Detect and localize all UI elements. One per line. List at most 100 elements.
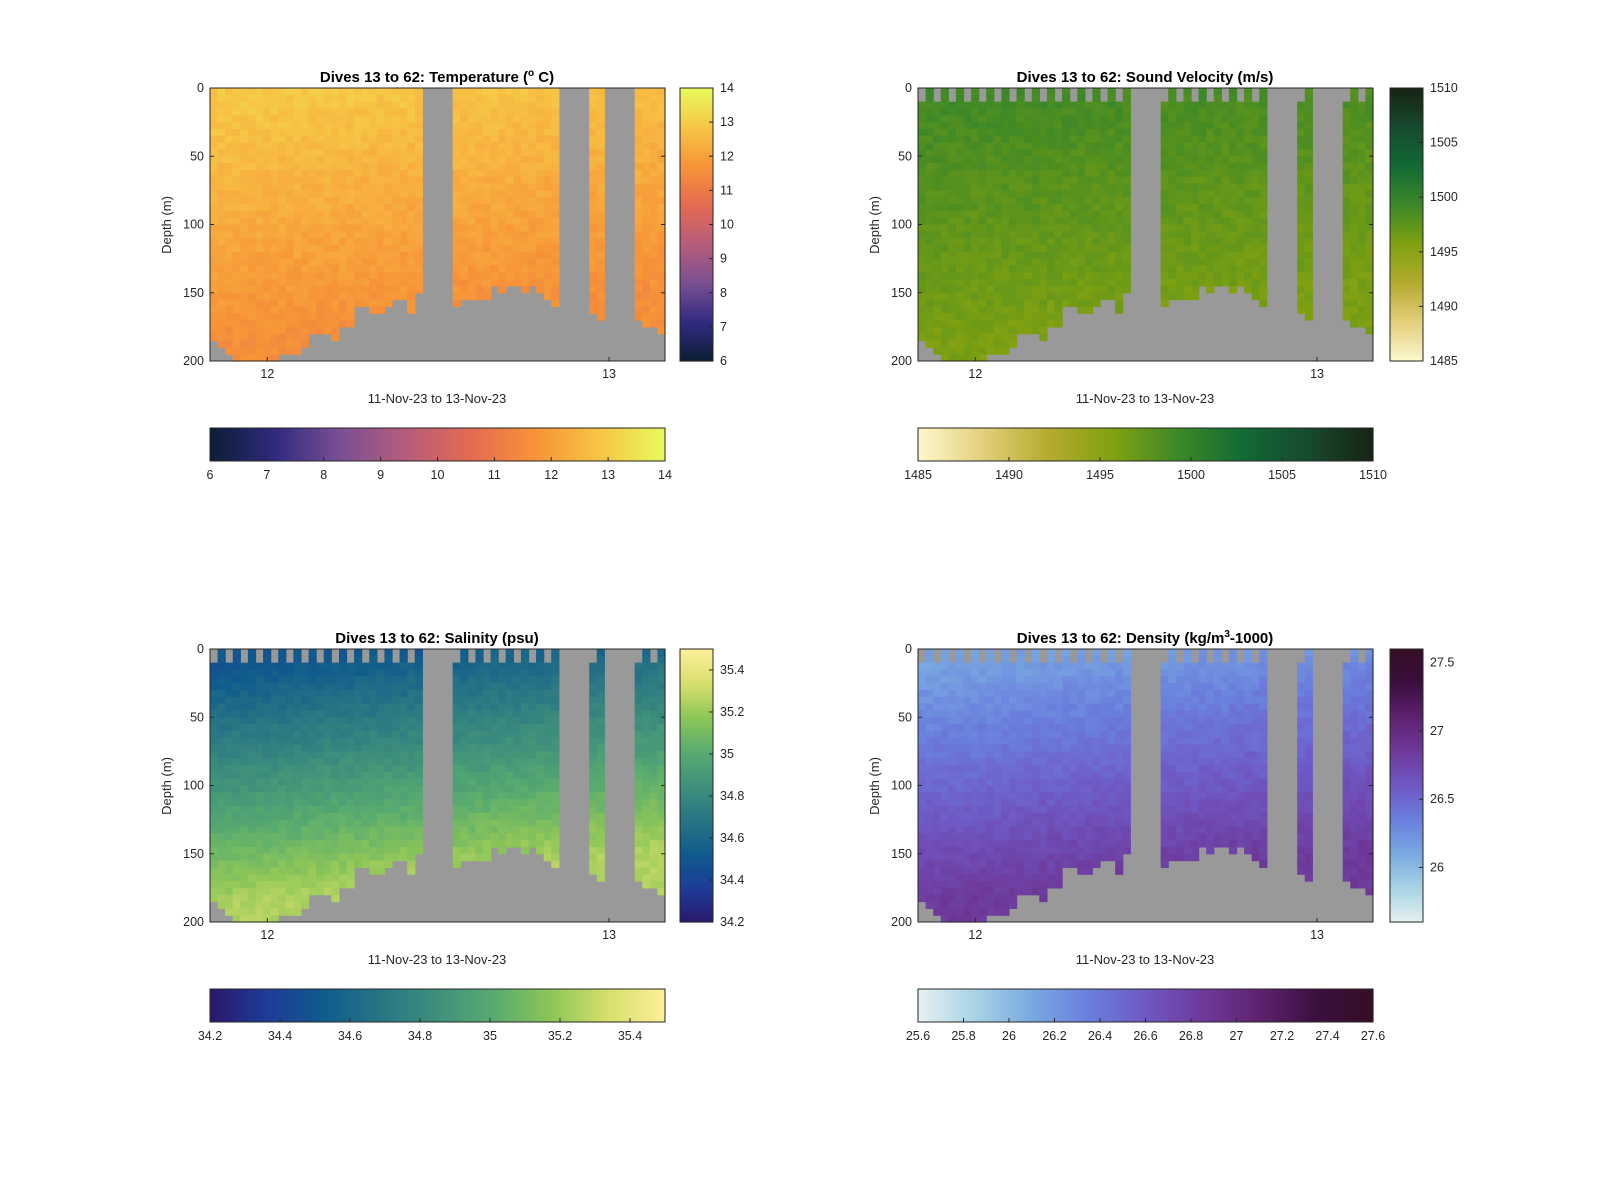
heatmap-cell	[233, 320, 241, 327]
heatmap-cell	[1039, 306, 1047, 313]
heatmap-cell	[460, 265, 468, 272]
heatmap-cell	[331, 272, 339, 279]
heatmap-cell	[971, 286, 979, 293]
heatmap-cell	[210, 847, 218, 854]
heatmap-cell	[293, 799, 301, 806]
heatmap-cell	[369, 170, 377, 177]
heatmap-cell	[301, 751, 309, 758]
heatmap-cell	[468, 826, 476, 833]
heatmap-cell	[400, 149, 408, 156]
heatmap-cell	[544, 286, 552, 293]
heatmap-cell	[964, 102, 972, 109]
heatmap-cell	[240, 231, 248, 238]
heatmap-cell	[1183, 279, 1191, 286]
heatmap-cell	[948, 129, 956, 136]
heatmap-cell	[491, 238, 499, 245]
heatmap-cell	[994, 122, 1002, 129]
heatmap-cell	[513, 102, 521, 109]
heatmap-cell	[589, 279, 597, 286]
heatmap-cell	[293, 820, 301, 827]
heatmap-cell	[491, 259, 499, 266]
heatmap-cell	[1229, 177, 1237, 184]
heatmap-cell	[1017, 177, 1025, 184]
heatmap-cell	[263, 731, 271, 738]
heatmap-cell	[933, 211, 941, 218]
heatmap-cell	[233, 854, 241, 861]
heatmap-cell	[491, 177, 499, 184]
heatmap-cell	[1100, 143, 1108, 150]
heatmap-cell	[657, 211, 665, 218]
heatmap-cell	[362, 820, 370, 827]
heatmap-cell	[948, 122, 956, 129]
heatmap-cell	[1206, 225, 1214, 232]
heatmap-cell	[453, 252, 461, 259]
heatmap-cell	[369, 259, 377, 266]
heatmap-cell	[1350, 102, 1358, 109]
heatmap-cell	[331, 663, 339, 670]
heatmap-cell	[491, 697, 499, 704]
colorbar-swatch	[657, 428, 661, 461]
heatmap-cell	[286, 347, 294, 354]
heatmap-cell	[956, 190, 964, 197]
heatmap-cell	[635, 108, 643, 115]
heatmap-cell	[650, 300, 658, 307]
heatmap-cell	[1092, 88, 1100, 95]
heatmap-cell	[498, 225, 506, 232]
heatmap-cell	[248, 765, 256, 772]
heatmap-cell	[339, 683, 347, 690]
heatmap-cell	[1176, 279, 1184, 286]
heatmap-cell	[1009, 313, 1017, 320]
heatmap-cell	[347, 833, 355, 840]
heatmap-cell	[1024, 163, 1032, 170]
heatmap-cell	[521, 190, 529, 197]
heatmap-cell	[475, 656, 483, 663]
colorbar-swatch	[680, 272, 713, 276]
heatmap-cell	[513, 265, 521, 272]
heatmap-cell	[369, 676, 377, 683]
colorbar-swatch	[1180, 428, 1184, 461]
heatmap-cell	[225, 170, 233, 177]
heatmap-cell	[1176, 197, 1184, 204]
heatmap-cell	[468, 184, 476, 191]
heatmap-cell	[986, 334, 994, 341]
colorbar-swatch	[998, 428, 1002, 461]
heatmap-cell	[271, 867, 279, 874]
heatmap-cell	[1176, 204, 1184, 211]
heatmap-cell	[1062, 265, 1070, 272]
heatmap-cell	[1237, 102, 1245, 109]
heatmap-cell	[331, 225, 339, 232]
heatmap-cell	[1055, 102, 1063, 109]
heatmap-cell	[1350, 272, 1358, 279]
heatmap-cell	[286, 211, 294, 218]
heatmap-cell	[468, 108, 476, 115]
colorbar-swatch	[225, 428, 229, 461]
heatmap-cell	[1343, 286, 1351, 293]
heatmap-cell	[971, 265, 979, 272]
heatmap-cell	[392, 102, 400, 109]
heatmap-cell	[240, 197, 248, 204]
heatmap-cell	[263, 300, 271, 307]
heatmap-cell	[536, 149, 544, 156]
heatmap-cell	[453, 143, 461, 150]
heatmap-cell	[347, 265, 355, 272]
heatmap-cell	[597, 218, 605, 225]
heatmap-cell	[1024, 108, 1032, 115]
heatmap-cell	[1221, 115, 1229, 122]
heatmap-cell	[286, 265, 294, 272]
colorbar-swatch	[680, 218, 713, 222]
heatmap-cell	[453, 231, 461, 238]
heatmap-cell	[316, 286, 324, 293]
heatmap-cell	[491, 143, 499, 150]
heatmap-cell	[650, 197, 658, 204]
heatmap-cell	[1358, 170, 1366, 177]
heatmap-cell	[286, 177, 294, 184]
heatmap-cell	[498, 211, 506, 218]
heatmap-cell	[309, 867, 317, 874]
heatmap-cell	[642, 190, 650, 197]
heatmap-cell	[544, 163, 552, 170]
heatmap-cell	[392, 293, 400, 300]
heatmap-cell	[309, 204, 317, 211]
heatmap-cell	[513, 663, 521, 670]
heatmap-cell	[1297, 102, 1305, 109]
heatmap-cell	[933, 177, 941, 184]
